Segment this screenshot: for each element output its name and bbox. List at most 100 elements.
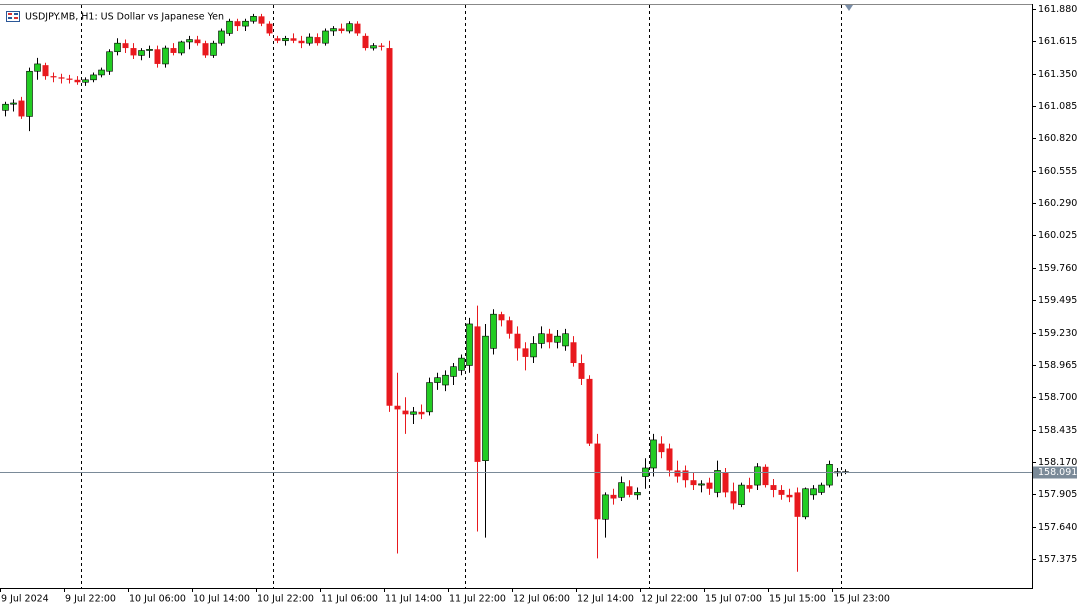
candle-body [570, 342, 577, 364]
x-tick-label: 11 Jul 14:00 [385, 594, 442, 605]
candle-body [578, 363, 585, 379]
candle-body [218, 30, 225, 44]
candle-body [202, 43, 209, 56]
x-tick-label: 12 Jul 06:00 [513, 594, 570, 605]
x-tick-label: 15 Jul 23:00 [833, 594, 890, 605]
candle-body [122, 43, 129, 49]
candle-body [506, 320, 513, 334]
x-tick-label: 10 Jul 06:00 [129, 594, 186, 605]
candle-body [738, 484, 745, 505]
candle-body [98, 69, 105, 76]
candle-body [338, 28, 345, 31]
shift-marker [845, 5, 853, 11]
candle-body [322, 30, 329, 44]
y-tick-label: 157.640 [1038, 522, 1077, 533]
y-tick-label: 161.350 [1038, 69, 1077, 80]
candle-body [178, 41, 185, 54]
candle-body [354, 23, 361, 34]
candle-body [498, 314, 505, 321]
icon-cell [8, 13, 12, 15]
candle-body [554, 335, 561, 343]
candle-body [242, 20, 249, 27]
candle-body [522, 348, 529, 357]
candle-body [42, 65, 49, 77]
y-tick-label: 158.170 [1038, 457, 1077, 468]
candle-body [266, 23, 273, 34]
last-price-box [1033, 466, 1077, 479]
candle-body [306, 36, 313, 44]
candle-body [466, 323, 473, 366]
candle-body [482, 335, 489, 461]
candle-body [562, 333, 569, 347]
candle-body [314, 37, 321, 44]
candle-body [66, 78, 73, 80]
candle-body [2, 103, 9, 111]
candle-body [618, 482, 625, 498]
y-tick-label: 158.435 [1038, 425, 1077, 436]
y-tick-label: 159.760 [1038, 263, 1077, 274]
y-tick-label: 160.820 [1038, 133, 1077, 144]
candle-body [754, 466, 761, 486]
candle-body [602, 494, 609, 520]
candle-body [698, 483, 705, 486]
candle-body [26, 70, 33, 117]
y-tick-label: 160.555 [1038, 166, 1077, 177]
candle-body [442, 374, 449, 386]
x-tick-label: 11 Jul 22:00 [449, 594, 506, 605]
candle-body [658, 443, 665, 453]
candle-body [130, 48, 137, 56]
x-tick-label: 10 Jul 14:00 [193, 594, 250, 605]
candle-body [410, 411, 417, 415]
icon-cell [8, 17, 12, 19]
candle-body [426, 382, 433, 413]
candle-body [514, 333, 521, 349]
candle-body [154, 49, 161, 64]
candle-body [786, 494, 793, 498]
candle-body [762, 466, 769, 486]
candle-body [682, 470, 689, 481]
candle-body [258, 16, 265, 24]
candle-body [402, 410, 409, 415]
candle-body [18, 100, 25, 117]
candle-body [690, 480, 697, 486]
candle-body [818, 484, 825, 493]
symbol-icon [6, 11, 20, 22]
candle-body [594, 443, 601, 520]
x-tick-label: 12 Jul 14:00 [577, 594, 634, 605]
candle-body [282, 38, 289, 42]
candle-body [666, 448, 673, 471]
candle-body [474, 326, 481, 462]
y-tick-label: 160.290 [1038, 198, 1077, 209]
y-tick-label: 158.965 [1038, 360, 1077, 371]
candle-body [146, 48, 153, 51]
candle-body [162, 47, 169, 65]
candle-body [626, 486, 633, 495]
candle-body [386, 48, 393, 406]
candle-body [226, 20, 233, 34]
candle-body [450, 366, 457, 377]
candle-body [114, 42, 121, 53]
candle-body [810, 488, 817, 496]
candle-body [730, 491, 737, 504]
x-tick-label: 12 Jul 22:00 [641, 594, 698, 605]
chart-title: USDJPY.MB, H1: US Dollar vs Japanese Yen [25, 12, 224, 23]
y-tick-label: 159.495 [1038, 295, 1077, 306]
y-tick-label: 158.700 [1038, 392, 1077, 403]
candle-body [650, 439, 657, 469]
candle-body [370, 45, 377, 49]
candle-body [50, 76, 57, 78]
candle-body [778, 489, 785, 495]
candle-body [378, 45, 385, 47]
candle-body [746, 485, 753, 489]
y-tick-label: 157.375 [1038, 554, 1077, 565]
candle-body [250, 16, 257, 22]
candle-body [434, 377, 441, 383]
candle-body [346, 23, 353, 32]
candle-body [186, 39, 193, 43]
x-tick-label: 11 Jul 06:00 [321, 594, 378, 605]
icon-frame [6, 11, 20, 22]
candle-body [106, 51, 113, 72]
period-separators [81, 5, 842, 588]
candle-body [722, 472, 729, 493]
